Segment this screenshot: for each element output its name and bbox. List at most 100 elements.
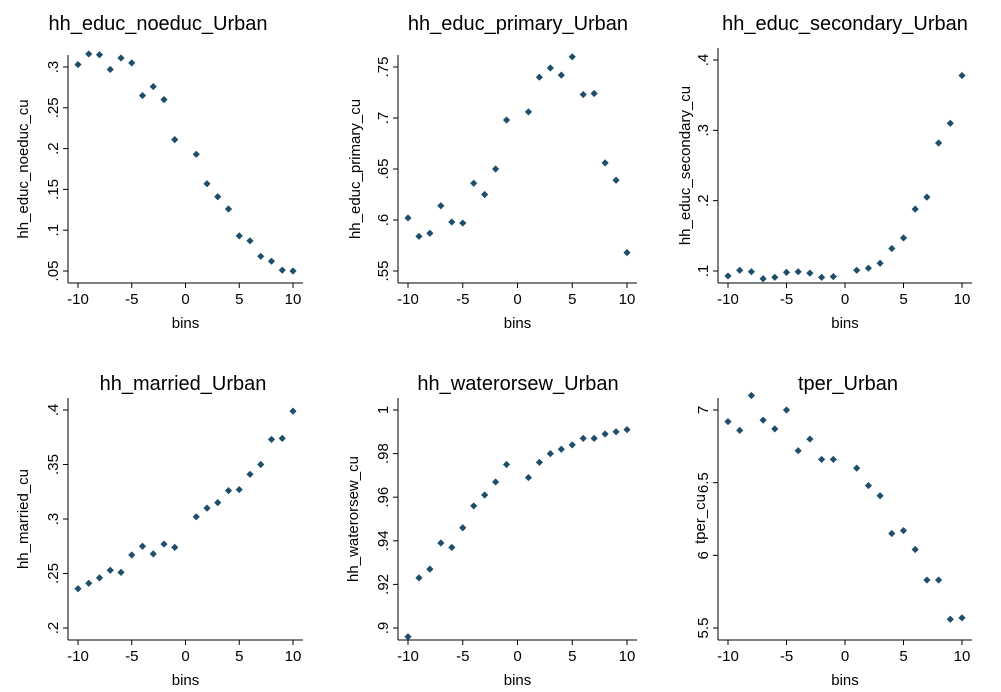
y-tick-label: .25 — [45, 563, 62, 584]
panel-title: hh_waterorsew_Urban — [417, 373, 618, 395]
data-point — [782, 268, 791, 277]
x-axis-title: bins — [172, 672, 200, 689]
y-tick-label: .9 — [375, 622, 392, 635]
plot-area — [398, 398, 637, 640]
x-tick-label: -10 — [397, 648, 419, 665]
y-tick-label: .6 — [375, 214, 392, 227]
plot-area — [398, 55, 637, 283]
data-point — [278, 266, 286, 274]
y-tick-label: 6 — [695, 551, 712, 559]
data-point — [224, 487, 233, 495]
y-axis-title: hh_educ_noeduc_cu — [15, 99, 32, 238]
y-tick-label: .3 — [45, 513, 62, 526]
data-point — [492, 165, 500, 173]
y-tick-label: .4 — [45, 404, 62, 417]
x-axis-title: bins — [504, 672, 532, 689]
data-point — [946, 119, 954, 127]
y-tick-label: .65 — [375, 159, 392, 180]
y-tick-label: 7 — [695, 406, 712, 414]
data-point — [470, 179, 478, 187]
x-tick-label: 0 — [181, 291, 189, 308]
data-point — [579, 90, 587, 99]
data-point — [235, 485, 243, 494]
data-point — [724, 272, 732, 280]
y-tick-label: .75 — [375, 57, 392, 78]
data-point — [612, 176, 620, 184]
data-point — [106, 566, 114, 574]
y-axis-title: hh_waterorsew_cu — [345, 456, 362, 582]
x-tick-label: 10 — [285, 648, 302, 665]
panel-hh-educ-secondary: hh_educ_secondary_Urban -10 -5 0 5 10 bins .1 .2… — [677, 13, 972, 332]
data-point — [481, 491, 489, 499]
data-point — [946, 615, 954, 623]
data-point — [736, 426, 744, 434]
data-point — [535, 73, 543, 81]
x-tick-label: 10 — [619, 291, 636, 308]
x-tick-label: 10 — [954, 648, 971, 665]
data-point — [415, 232, 423, 240]
data-point — [448, 543, 456, 551]
data-point — [95, 574, 104, 582]
data-point — [794, 268, 802, 276]
data-point — [257, 460, 265, 469]
x-axis-title: bins — [831, 315, 859, 332]
data-point — [437, 539, 445, 547]
data-point — [736, 266, 744, 274]
data-point — [138, 91, 147, 100]
data-point — [911, 545, 919, 554]
data-point — [524, 108, 533, 116]
data-point — [557, 71, 565, 79]
data-point — [502, 116, 511, 124]
data-point — [771, 425, 779, 433]
y-axis-title: hh_educ_primary_cu — [347, 99, 364, 239]
x-tick-label: -5 — [125, 291, 138, 308]
data-point — [590, 89, 598, 98]
x-tick-label: -10 — [717, 648, 739, 665]
x-tick-label: 5 — [899, 291, 907, 308]
y-tick-label: .96 — [375, 487, 392, 508]
data-point — [128, 59, 136, 67]
y-tick-label: 6.5 — [695, 472, 712, 493]
data-point — [214, 193, 222, 201]
data-point — [171, 543, 179, 551]
data-point — [117, 54, 125, 62]
data-point — [289, 267, 297, 275]
data-point — [579, 434, 587, 442]
data-point — [747, 391, 755, 400]
data-point — [404, 633, 412, 641]
data-point — [601, 430, 609, 438]
y-tick-label: .55 — [375, 261, 392, 282]
y-tick-label: .25 — [45, 97, 62, 118]
panel-hh-educ-primary: hh_educ_primary_Urban -10 -5 0 5 10 bins .55 .6.… — [347, 13, 637, 332]
data-point — [203, 180, 211, 188]
data-point — [246, 470, 254, 478]
panel-title: hh_educ_noeduc_Urban — [48, 13, 267, 35]
x-tick-label: 5 — [235, 648, 243, 665]
x-tick-label: 5 — [568, 648, 576, 665]
data-point — [214, 499, 222, 507]
x-tick-label: -5 — [456, 291, 469, 308]
data-point — [74, 60, 82, 69]
y-tick-label: .1 — [695, 265, 712, 278]
x-tick-label: 5 — [899, 648, 907, 665]
panel-hh-married: hh_married_Urban -10 -5 0 5 10 bins .2 .25 .3 .35.… — [15, 373, 303, 689]
data-point — [853, 464, 861, 472]
data-point — [426, 229, 434, 237]
plot-area — [718, 48, 972, 283]
y-tick-label: .3 — [45, 61, 62, 74]
data-point — [935, 139, 943, 147]
y-tick-label: .15 — [45, 179, 62, 200]
data-point — [794, 447, 802, 455]
x-tick-label: -10 — [67, 648, 89, 665]
data-point — [888, 244, 896, 253]
data-point — [257, 252, 265, 260]
data-point — [149, 82, 157, 91]
panel-tper: tper_Urban -10 -5 0 5 10 bins 5.5 6 6.5 7 tper_cu — [692, 373, 972, 689]
data-point — [958, 71, 966, 80]
y-tick-label: .7 — [375, 112, 392, 125]
y-tick-label: .92 — [375, 574, 392, 595]
data-point — [568, 441, 576, 449]
data-point — [246, 237, 254, 245]
data-point — [806, 435, 814, 443]
data-point — [759, 275, 767, 283]
